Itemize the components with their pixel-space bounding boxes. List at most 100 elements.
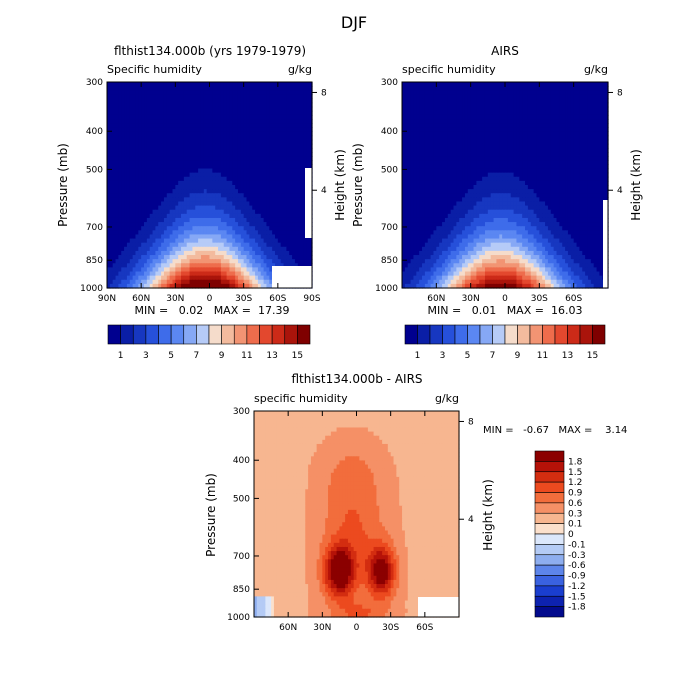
panel-model-cell — [161, 156, 165, 161]
panel-model-cell — [252, 119, 256, 124]
panel-model-cell — [178, 156, 182, 161]
panel-model-cell — [206, 160, 211, 165]
panel-model-cell — [107, 106, 111, 112]
panel-model-cell — [206, 123, 211, 128]
panel-model-cell — [209, 123, 213, 128]
panel-model-cell — [252, 127, 256, 133]
panel-model-cell — [215, 106, 219, 112]
panel-model-cell — [286, 143, 290, 149]
panel-model-cell — [161, 172, 165, 178]
panel-model-cell — [135, 135, 139, 141]
panel-model-cell — [266, 98, 270, 104]
panel-model-cell — [277, 135, 282, 141]
panel-model-cell — [107, 164, 111, 170]
panel-model-cell — [138, 102, 142, 108]
panel-model-cell — [115, 86, 119, 91]
panel-model-cell — [189, 147, 194, 153]
panel-model-cell — [158, 143, 162, 149]
panel-model-cell — [141, 135, 145, 141]
panel-model-cell — [163, 106, 168, 112]
panel-model-cell — [237, 152, 242, 157]
panel-model-cell — [220, 102, 225, 108]
panel-model-cell — [232, 114, 236, 120]
panel-model-cell — [243, 139, 248, 145]
panel-model-cell — [277, 176, 282, 182]
panel-model-cell — [309, 164, 313, 170]
panel-model-cell — [294, 139, 299, 145]
panel-model-cell — [303, 110, 307, 116]
panel-model-cell — [232, 123, 236, 128]
panel-model-cell — [198, 160, 202, 165]
panel-model-cell — [166, 176, 171, 182]
panel-model-cell — [109, 114, 114, 120]
panel-model-cell — [155, 156, 159, 161]
panel-model-cell — [215, 102, 219, 108]
panel-model-cell — [297, 86, 302, 91]
panel-model-cell — [252, 197, 256, 203]
panel-model-cell — [112, 185, 117, 190]
panel-model-cell — [309, 94, 313, 100]
panel-model-cell — [132, 86, 137, 91]
panel-model-cell — [146, 168, 151, 174]
panel-model-cell — [257, 156, 262, 161]
panel-model-cell — [129, 135, 134, 141]
panel-model-cell — [246, 147, 250, 153]
panel-model-cell — [149, 114, 154, 120]
panel-model-cell — [209, 98, 213, 104]
panel-model-cell — [121, 119, 125, 124]
panel-model-cell — [149, 143, 154, 149]
panel-model-cell — [263, 90, 268, 95]
panel-model-cell — [138, 168, 142, 174]
panel-model-cell — [121, 139, 125, 145]
panel-model-cell — [163, 193, 168, 198]
panel-model-cell — [269, 143, 273, 149]
panel-model-cell — [309, 119, 313, 124]
panel-model-cell — [138, 172, 142, 178]
panel-model-cell — [166, 156, 171, 161]
panel-model-cell — [292, 131, 296, 137]
panel-model: flthist134.000b (yrs 1979-1979) Specific… — [56, 44, 347, 361]
panel-model-cell — [158, 82, 162, 87]
panel-model-ytick-label: 1000 — [80, 284, 103, 294]
panel-model-cell — [235, 176, 239, 182]
panel-model-cell — [306, 139, 310, 145]
panel-model-cell — [181, 143, 185, 149]
panel-model-cell — [178, 94, 182, 100]
panel-model-cell — [232, 180, 236, 186]
panel-model-cell — [192, 197, 196, 203]
panel-model-cell — [200, 98, 205, 104]
panel-model-cell — [158, 90, 162, 95]
panel-model-cell — [260, 172, 265, 178]
panel-model-cell — [249, 114, 253, 120]
panel-model-cell — [286, 123, 290, 128]
panel-model-cell — [124, 90, 128, 95]
panel-model-cell — [300, 106, 305, 112]
panel-model-cell — [118, 123, 122, 128]
panel-model-cell — [152, 180, 157, 186]
panel-model-cell — [203, 180, 208, 186]
panel-model-cell — [286, 185, 290, 190]
panel-model-cell — [272, 106, 276, 112]
panel-model-cell — [107, 180, 111, 186]
panel-model-cell — [146, 102, 151, 108]
panel-model-cell — [260, 90, 265, 95]
panel-model-cell — [218, 139, 222, 145]
panel-model-cell — [175, 193, 179, 198]
panel-model-cell — [215, 86, 219, 91]
panel-model-cell — [252, 102, 256, 108]
panel-model-cell — [237, 156, 242, 161]
panel-model-cell — [294, 172, 299, 178]
panel-model-cell — [129, 193, 134, 198]
panel-model-cell — [306, 82, 310, 87]
panel-model-cell — [286, 90, 290, 95]
panel-model-cell — [132, 90, 137, 95]
panel-model-cell — [206, 180, 211, 186]
panel-model-cell — [229, 82, 233, 87]
panel-model-ytick-label: 300 — [86, 78, 103, 88]
panel-model-cell — [277, 164, 282, 170]
panel-model-cell — [172, 86, 176, 91]
panel-model-cell — [237, 139, 242, 145]
panel-model-cell — [146, 164, 151, 170]
panel-model-cell — [303, 156, 307, 161]
panel-model-cell — [218, 189, 222, 194]
